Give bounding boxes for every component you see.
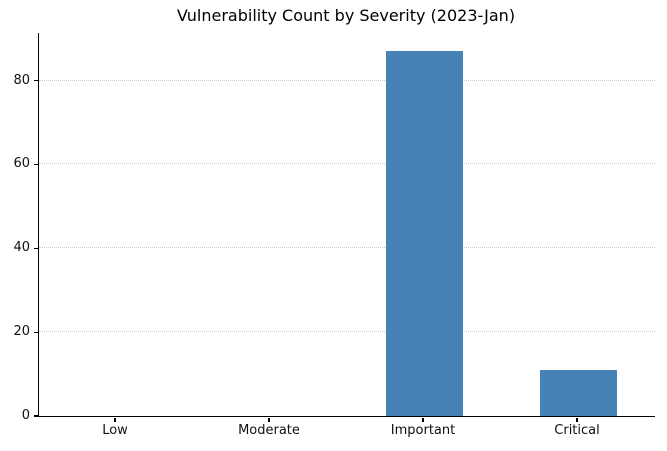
x-tick-mark-low <box>114 417 116 422</box>
chart-title: Vulnerability Count by Severity (2023-Ja… <box>176 6 516 25</box>
y-tick-label-80: 80 <box>13 72 30 88</box>
x-tick-label-critical: Critical <box>554 423 600 438</box>
y-tick-mark-0 <box>34 415 38 417</box>
x-tick-label-moderate: Moderate <box>238 423 300 438</box>
gridline-y-20 <box>39 331 655 333</box>
gridline-y-80 <box>39 79 655 81</box>
y-tick-mark-60 <box>34 163 38 166</box>
x-tick-mark-critical <box>576 417 578 422</box>
y-tick-label-60: 60 <box>13 156 30 172</box>
x-tick-mark-important <box>422 417 424 422</box>
y-tick-label-40: 40 <box>13 240 30 256</box>
y-tick-mark-40 <box>34 247 38 249</box>
gridline-y-40 <box>39 247 655 249</box>
y-tick-mark-20 <box>34 331 38 333</box>
bar-important <box>385 51 463 416</box>
plot-area <box>38 33 655 417</box>
x-tick-label-important: Important <box>390 423 456 438</box>
y-tick-label-20: 20 <box>13 324 30 340</box>
gridline-y-60 <box>39 163 655 165</box>
y-tick-mark-80 <box>34 79 38 82</box>
y-tick-label-0: 0 <box>21 408 30 423</box>
bar-critical <box>539 369 617 416</box>
x-tick-label-low: Low <box>102 423 128 438</box>
x-tick-mark-moderate <box>268 417 270 422</box>
